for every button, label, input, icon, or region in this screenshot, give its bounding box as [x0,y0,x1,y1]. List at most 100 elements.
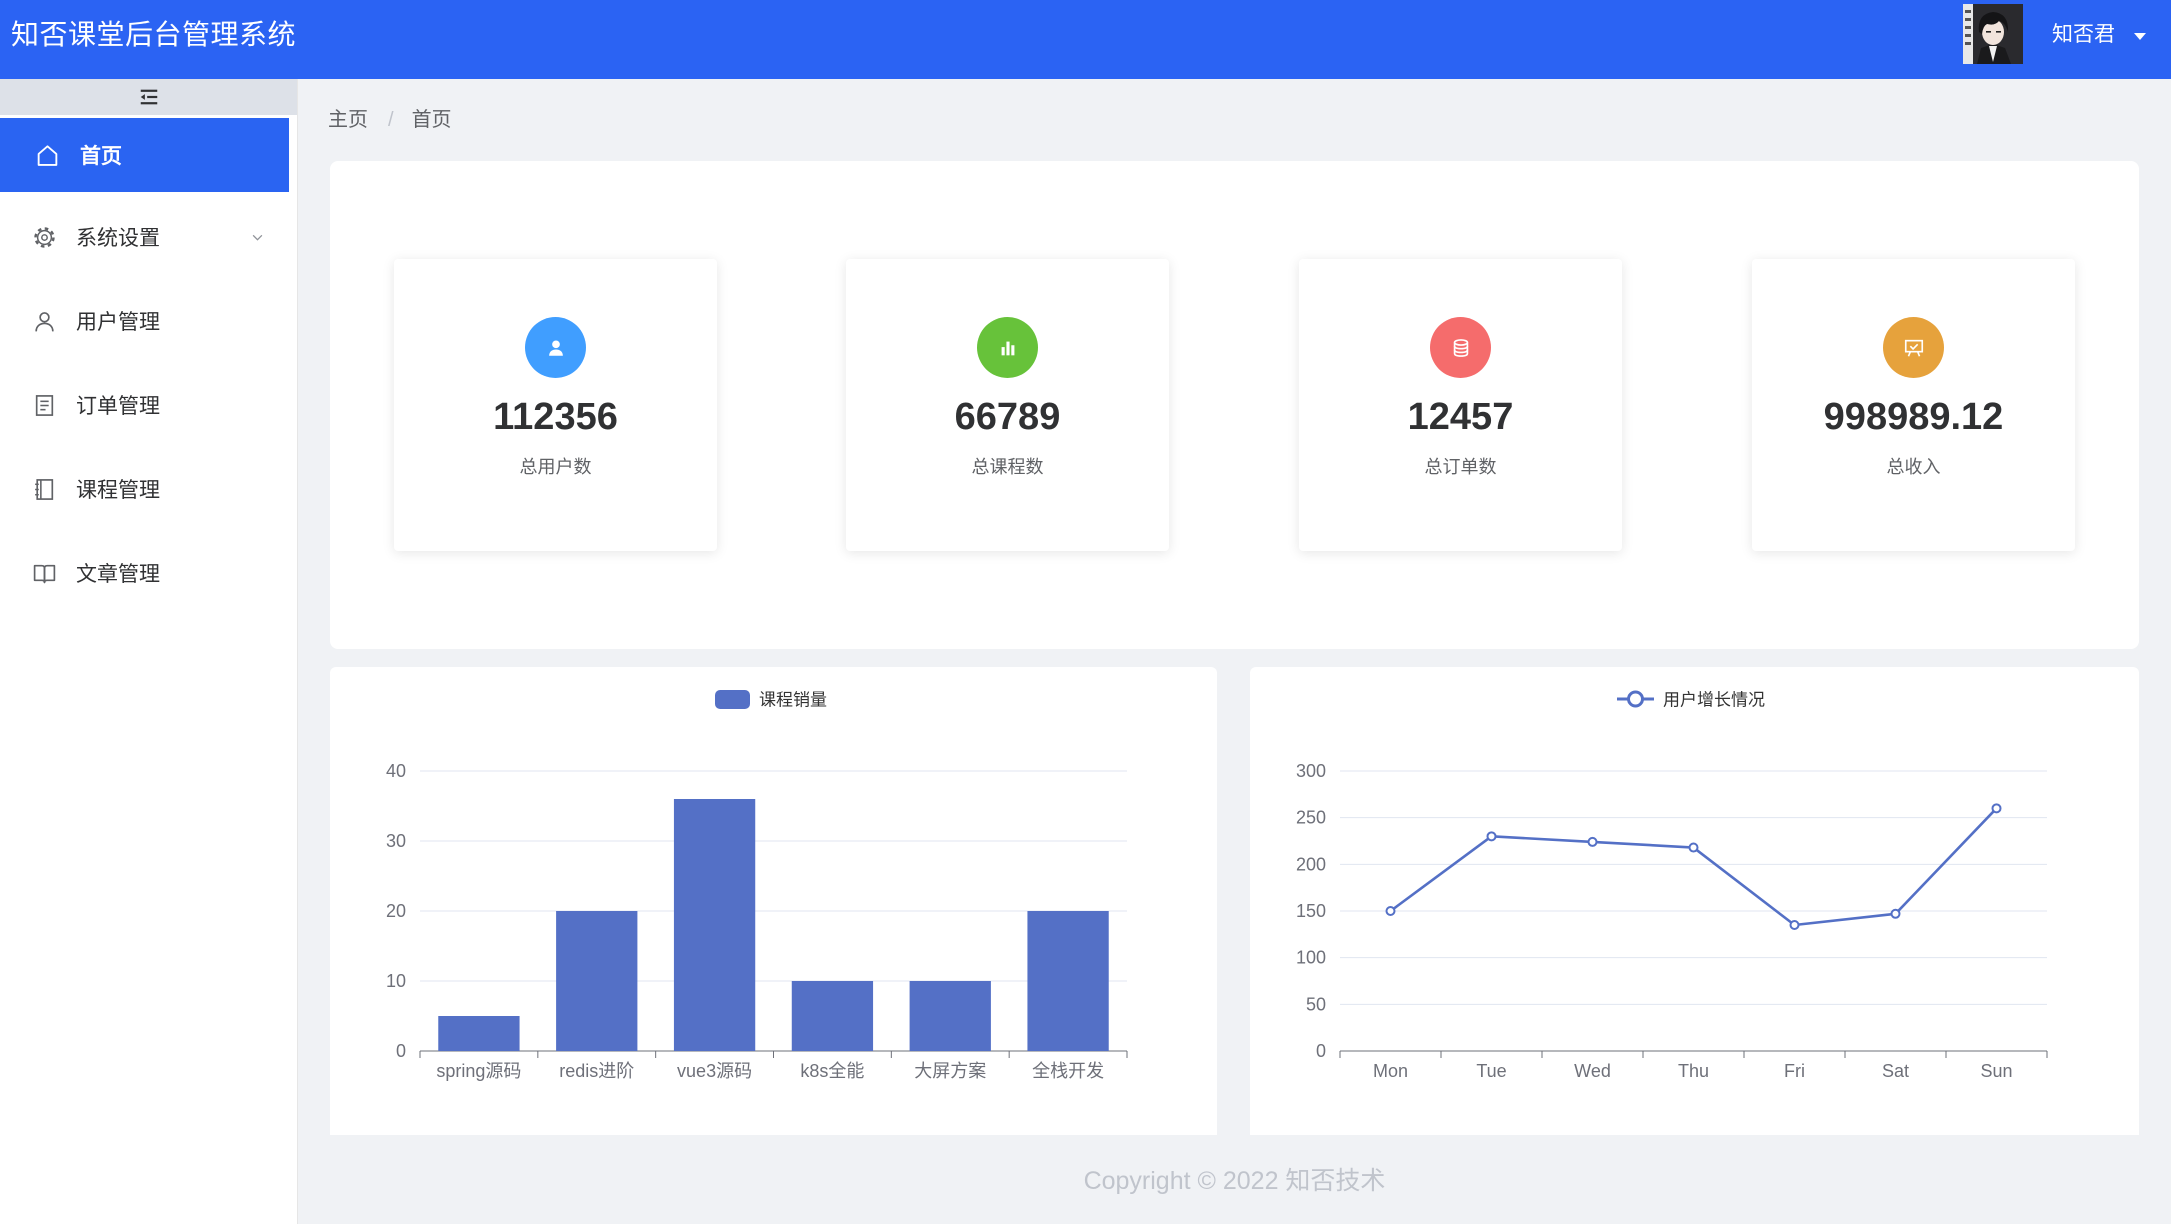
x-tick-label: Fri [1784,1061,1805,1081]
sidebar-item-order-management[interactable]: 订单管理 [0,363,297,447]
x-tick-label: 大屏方案 [914,1061,986,1081]
presentation-icon [1883,317,1944,378]
user-dropdown[interactable]: 知否君 [2052,0,2147,66]
stat-value: 66789 [954,396,1061,438]
course-sales-bar-chart: 课程销量 0 10 20 30 40 spring源码 redis进阶 vue3源码 k8s全能 大… [386,690,1128,1081]
y-tick-label: 20 [386,901,406,921]
sidebar-item-home[interactable]: 首页 [0,118,289,192]
notebook-icon [32,477,57,502]
y-tick-label: 0 [1316,1041,1326,1061]
y-tick-label: 50 [1306,994,1326,1014]
legend-marker [1627,690,1644,708]
stat-value: 12457 [1407,396,1514,438]
caret-down-icon [2133,28,2147,40]
x-tick-label: Sun [1980,1061,2012,1081]
bar[interactable] [556,911,638,1051]
y-tick-label: 200 [1296,854,1326,874]
x-tick-label: Wed [1574,1061,1611,1081]
stat-card-revenue: 998989.12 总收入 [1752,259,2075,551]
breadcrumb-home-link[interactable]: 主页 [328,109,368,131]
legend-label: 课程销量 [759,691,827,710]
sidebar: 首页 系统设置 用户管理 [0,79,298,1224]
user-icon [32,309,57,334]
stat-label: 总用户数 [519,457,592,477]
sidebar-item-system-settings[interactable]: 系统设置 [0,195,297,279]
legend-item[interactable]: 课程销量 [715,690,827,710]
stat-value: 998989.12 [1823,396,2004,438]
app-title: 知否课堂后台管理系统 [11,19,297,50]
data-point[interactable] [1486,831,1497,842]
stat-label: 总收入 [1886,457,1941,477]
stats-panel: 112356 总用户数 66789 总课程数 12457 总订单数 [330,161,2139,649]
x-tick-label: spring源码 [436,1061,521,1081]
data-point[interactable] [1991,803,2002,814]
top-header: 知否课堂后台管理系统 知否君 [0,0,2171,79]
main-content: 主页 / 首页 112356 总用户数 66789 总课程数 [298,79,2171,1224]
legend-item[interactable]: 用户增长情况 [1617,690,1765,710]
y-tick-label: 250 [1296,808,1326,828]
home-icon [35,143,60,168]
sidebar-item-label: 首页 [80,145,122,168]
course-sales-chart-card: 课程销量 0 10 20 30 40 spring源码 redis进阶 vue3源码 k8s全能 大… [330,667,1217,1135]
fold-icon [140,89,157,105]
x-tick-label: Thu [1678,1061,1709,1081]
y-tick-label: 40 [386,761,406,781]
legend-label: 用户增长情况 [1663,691,1765,710]
bar[interactable] [1027,911,1109,1051]
stat-label: 总课程数 [971,457,1044,477]
user-icon [525,317,586,378]
document-icon [32,393,57,418]
sidebar-item-user-management[interactable]: 用户管理 [0,279,297,363]
data-point[interactable] [1688,842,1699,853]
bar[interactable] [673,799,756,1051]
legend-swatch [715,690,750,709]
y-tick-label: 100 [1296,948,1326,968]
breadcrumb-separator: / [388,109,394,131]
series-line [1389,807,1998,927]
data-point[interactable] [1587,836,1598,847]
breadcrumb-current: 首页 [411,109,452,131]
stat-card-users: 112356 总用户数 [394,259,717,551]
user-growth-line-chart: 用户增长情况 0 50 100 150 200 250 300 Mon Tue Wed Thu Fri S… [1296,690,2048,1081]
y-tick-label: 150 [1296,901,1326,921]
x-tick-label: Mon [1373,1061,1408,1081]
data-point[interactable] [1890,908,1901,919]
data-point[interactable] [1385,906,1396,916]
bar[interactable] [438,1016,520,1051]
data-point[interactable] [1789,920,1800,930]
x-tick-label: redis进阶 [559,1061,634,1081]
y-tick-label: 30 [386,831,406,851]
sidebar-item-label: 课程管理 [76,479,160,502]
sidebar-item-label: 系统设置 [76,227,160,250]
avatar[interactable] [1963,4,2023,64]
bar[interactable] [909,981,991,1051]
x-tick-label: Sat [1882,1061,1909,1081]
y-tick-label: 10 [386,971,406,991]
breadcrumb: 主页 / 首页 [328,107,452,133]
bar-chart-icon [977,317,1038,378]
footer-copyright: Copyright © 2022 知否技术 [1083,1167,1386,1195]
x-tick-label: 全栈开发 [1032,1061,1104,1081]
stat-card-courses: 66789 总课程数 [846,259,1169,551]
sidebar-collapse-toggle[interactable] [0,79,297,115]
x-tick-label: Tue [1476,1061,1506,1081]
avatar-image [1963,4,2023,64]
sidebar-item-label: 订单管理 [76,395,160,418]
user-growth-chart-card: 用户增长情况 0 50 100 150 200 250 300 Mon Tue Wed Thu Fri S… [1250,667,2139,1135]
chevron-down-icon [250,227,265,242]
stat-value: 112356 [493,396,618,438]
y-tick-label: 0 [396,1041,406,1061]
bar[interactable] [791,981,874,1051]
x-tick-label: vue3源码 [677,1061,752,1081]
database-icon [1430,317,1491,378]
sidebar-item-label: 文章管理 [76,563,160,586]
book-icon [32,561,57,586]
sidebar-item-course-management[interactable]: 课程管理 [0,447,297,531]
stat-label: 总订单数 [1424,457,1497,477]
sidebar-item-article-management[interactable]: 文章管理 [0,531,297,615]
sidebar-item-label: 用户管理 [76,311,160,334]
x-tick-label: k8s全能 [800,1061,864,1081]
y-tick-label: 300 [1296,761,1326,781]
stat-card-orders: 12457 总订单数 [1299,259,1622,551]
username: 知否君 [2052,23,2115,46]
